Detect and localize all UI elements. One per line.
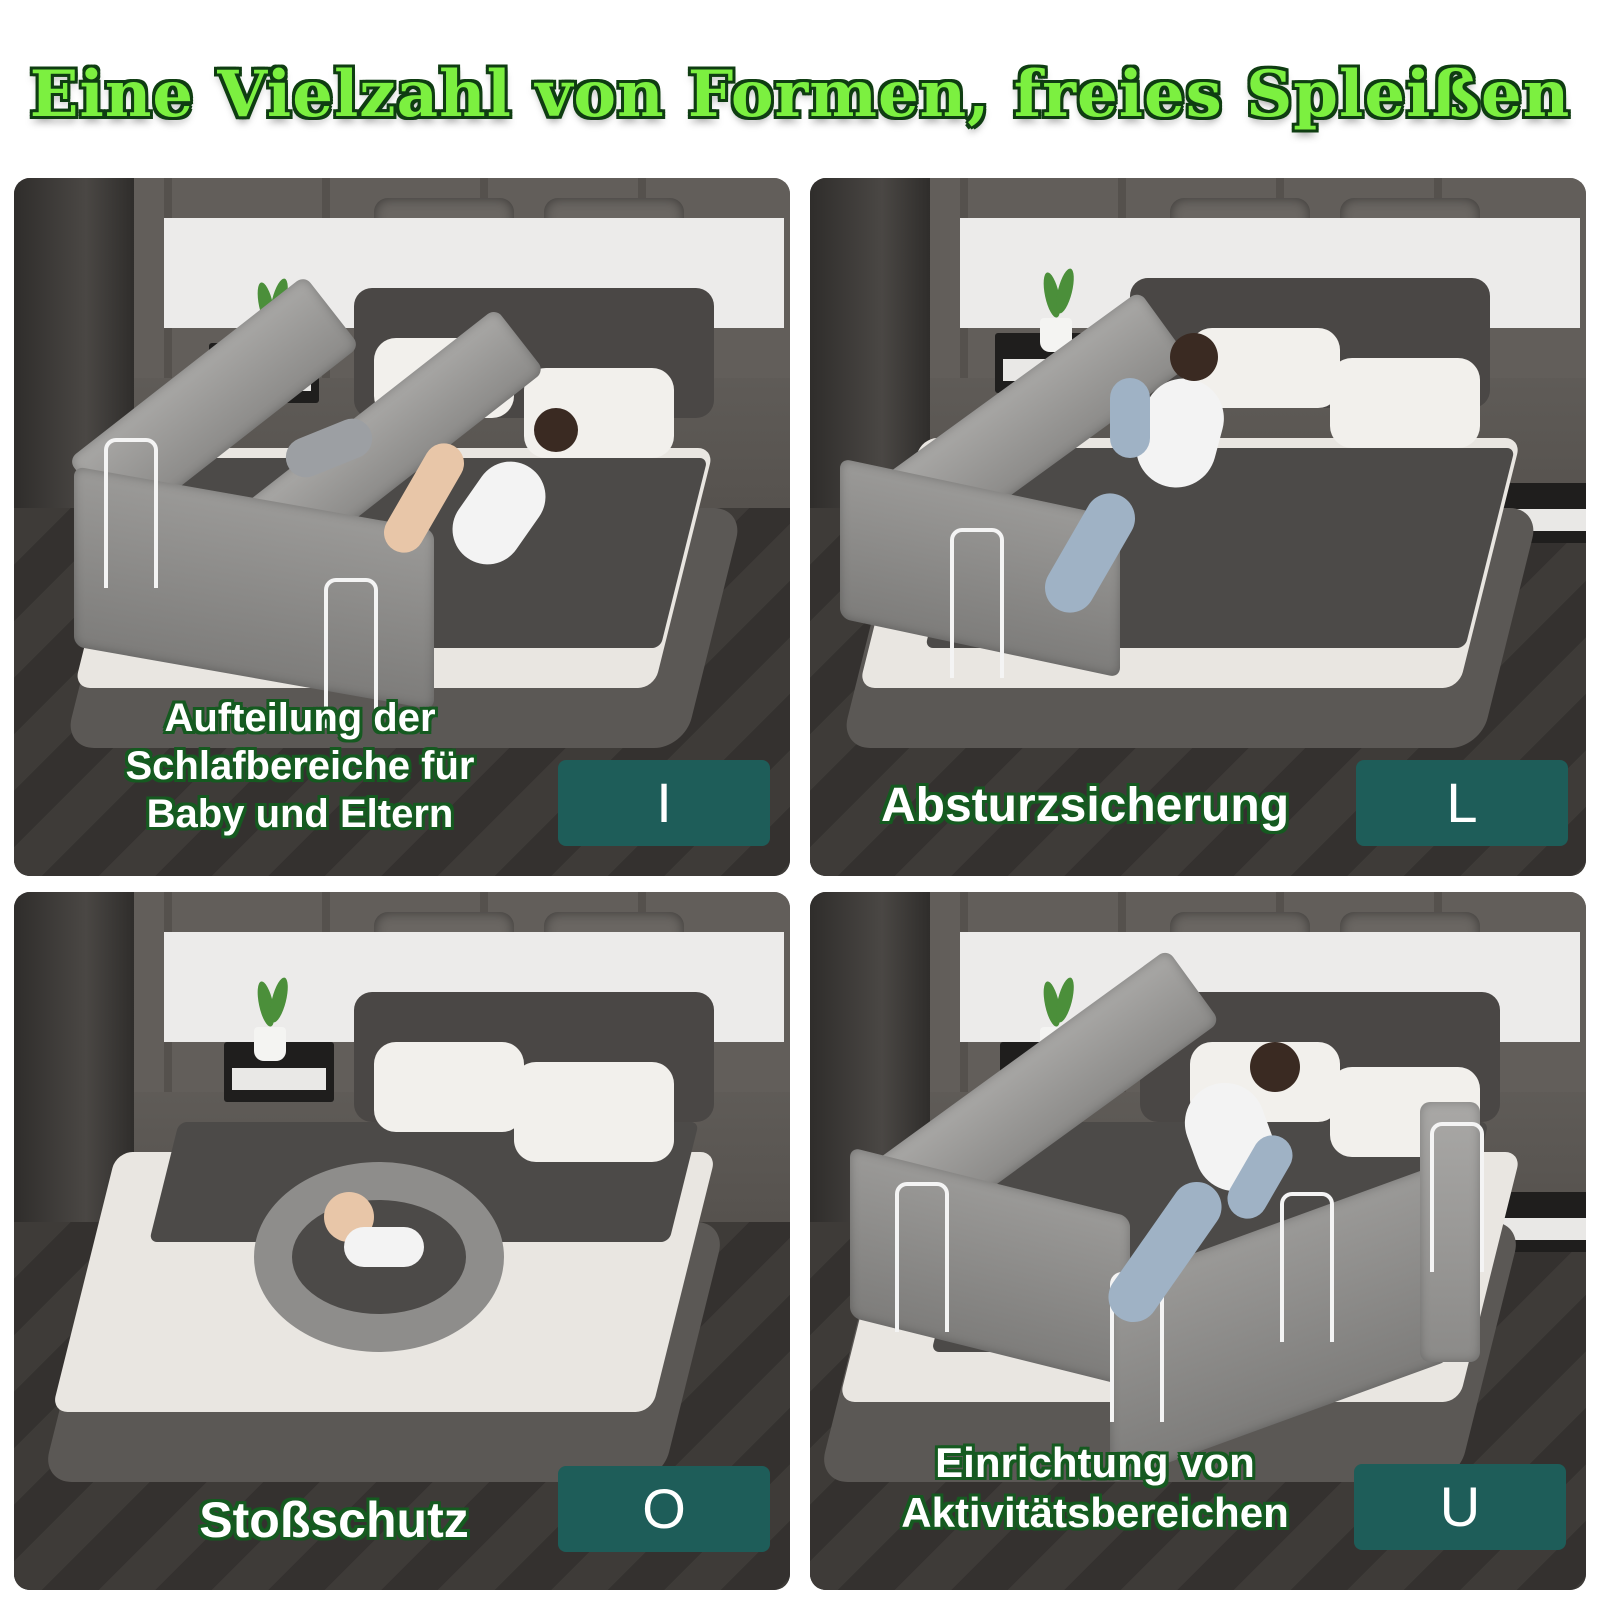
pillow bbox=[1330, 358, 1480, 448]
caption-line: Schlafbereiche für bbox=[125, 744, 475, 788]
panel-caption: Stoßschutz bbox=[154, 1490, 514, 1550]
rail-bracket bbox=[950, 528, 1004, 678]
baby-figure bbox=[344, 1227, 424, 1267]
caption-line: Aufteilung der bbox=[164, 696, 436, 740]
rail-bracket bbox=[895, 1182, 949, 1332]
plant-pot bbox=[254, 1027, 286, 1061]
caption-line: Aktivitätsbereichen bbox=[901, 1489, 1289, 1536]
pillow bbox=[374, 1042, 524, 1132]
shape-label: O bbox=[558, 1466, 770, 1552]
shape-label: U bbox=[1354, 1464, 1566, 1550]
panel-i-shape: Aufteilung der Schlafbereiche für Baby u… bbox=[14, 178, 790, 876]
hair bbox=[1250, 1042, 1300, 1092]
page-title: Eine Vielzahl von Formen, freies Spleiße… bbox=[29, 57, 1571, 132]
caption-line: Einrichtung von bbox=[935, 1439, 1255, 1486]
rail-bracket bbox=[1280, 1192, 1334, 1342]
baby-figure bbox=[1110, 378, 1150, 458]
panel-u-shape: Einrichtung von Aktivitätsbereichen U bbox=[810, 892, 1586, 1590]
panel-l-shape: Absturzsicherung L bbox=[810, 178, 1586, 876]
caption-line: Absturzsicherung bbox=[880, 779, 1290, 832]
panel-caption: Einrichtung von Aktivitätsbereichen bbox=[850, 1438, 1340, 1538]
rail-bracket bbox=[104, 438, 158, 588]
caption-line: Stoßschutz bbox=[199, 1492, 469, 1548]
pillow bbox=[514, 1062, 674, 1162]
rail-bracket bbox=[1430, 1122, 1484, 1272]
caption-line: Baby und Eltern bbox=[146, 792, 454, 836]
hair bbox=[534, 408, 578, 452]
panel-caption: Absturzsicherung bbox=[840, 776, 1330, 836]
rail-bracket bbox=[324, 578, 378, 728]
panel-o-shape: Stoßschutz O bbox=[14, 892, 790, 1590]
shape-label: L bbox=[1356, 760, 1568, 846]
panel-caption: Aufteilung der Schlafbereiche für Baby u… bbox=[70, 694, 530, 838]
shape-label: I bbox=[558, 760, 770, 846]
hair bbox=[1170, 333, 1218, 381]
